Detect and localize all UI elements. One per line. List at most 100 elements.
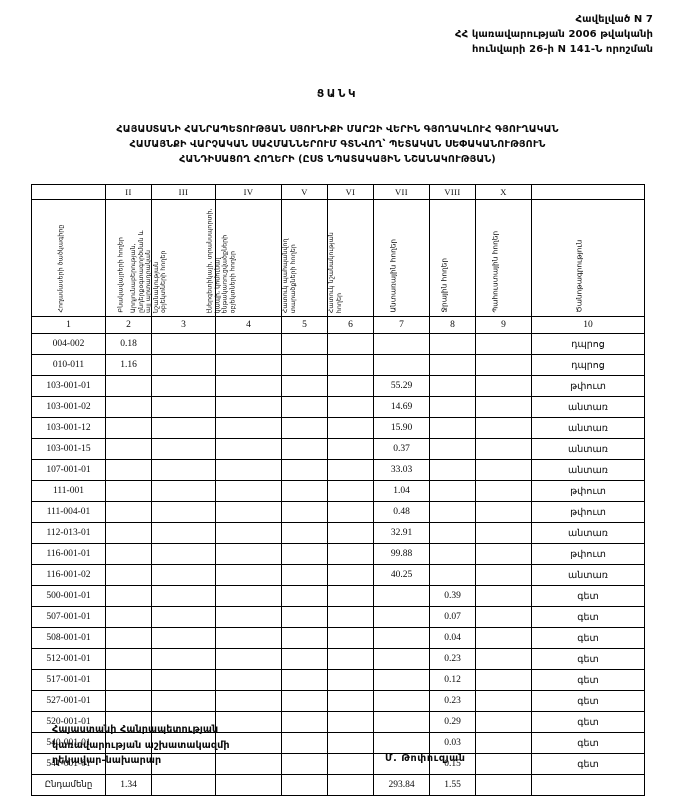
cell-industrial (151, 333, 216, 355)
table-header-row: Հողամասերի ծածկագիրը Բնակավայրերի հողեր … (31, 199, 645, 317)
cell-settlement: 1.16 (105, 354, 152, 376)
roman-cell-10 (531, 184, 645, 200)
cell-notes: թփուտ (531, 543, 645, 565)
cell-forest (373, 354, 430, 376)
roman-cell-8: VIII (429, 184, 476, 200)
cell-notes: դպրոց (531, 354, 645, 376)
cell-forest (373, 690, 430, 712)
cell-industrial (151, 774, 216, 796)
cell-forest: 14.69 (373, 396, 430, 418)
cell-reserve (475, 627, 532, 649)
table-row: 111-001 1.04 թփուտ (31, 480, 645, 502)
cell-special (327, 375, 374, 397)
cell-water: 0.07 (429, 606, 476, 628)
column-header-reserve-lands: Պահուստային հողեր (475, 199, 532, 317)
cell-forest: 40.25 (373, 564, 430, 586)
table-row: 500-001-01 0.39 գետ (31, 585, 645, 607)
cell-settlement: 0.18 (105, 333, 152, 355)
cell-reserve (475, 480, 532, 502)
cell-water: 0.04 (429, 627, 476, 649)
cell-special (327, 354, 374, 376)
cell-reserve (475, 333, 532, 355)
cell-settlement (105, 417, 152, 439)
table-row: 004-002 0.18 դպրոց (31, 333, 645, 355)
cell-notes: դպրոց (531, 333, 645, 355)
cell-protected (281, 606, 328, 628)
table-row: 527-001-01 0.23 գետ (31, 690, 645, 712)
cell-special (327, 480, 374, 502)
document-reference-line-2: ՀՀ կառավարության 2006 թվականի (455, 29, 653, 40)
cell-forest: 55.29 (373, 375, 430, 397)
column-header-notes-text: Ծանոթագրություն (574, 240, 584, 313)
table-row: 512-001-01 0.23 գետ (31, 648, 645, 670)
table-row: 103-001-02 14.69 անտառ (31, 396, 645, 418)
cell-protected (281, 480, 328, 502)
signatory-role-line-2: կառավարության աշխատակազմի (52, 739, 230, 751)
cell-code: 107-001-01 (31, 459, 106, 481)
column-header-settlement-lands-text: Բնակավայրերի հողեր (117, 237, 125, 313)
column-header-reserve-lands-text: Պահուստային հողեր (490, 231, 500, 313)
page-subtitle-line-3: ՀԱՆԴԻՍԱՑՈՂ ՀՈՂԵՐԻ (ԸՍՏ ՆՊԱՏԱԿԱՅԻՆ ՆՇԱՆԱԿ… (179, 154, 496, 165)
cell-notes: անտառ (531, 417, 645, 439)
roman-cell-2: II (105, 184, 152, 200)
cell-water: 1.55 (429, 774, 476, 796)
cell-forest (373, 585, 430, 607)
cell-infrastructure (215, 354, 282, 376)
cell-code: Ընդամենը (31, 774, 106, 796)
cell-code: 103-001-15 (31, 438, 106, 460)
cell-water (429, 480, 476, 502)
column-header-infrastructure-lands: էներգետիկայի, տրանսպորտի, կապի, կոմունալ… (207, 199, 282, 317)
cell-infrastructure (215, 417, 282, 439)
column-number-3: 3 (151, 316, 216, 334)
column-header-settlement-lands: Բնակավայրերի հողեր (105, 199, 152, 317)
table-row: 507-001-01 0.07 գետ (31, 606, 645, 628)
roman-cell-6: VI (327, 184, 374, 200)
signature-block: Հայաստանի Հանրապետության կառավարության ա… (52, 722, 652, 769)
cell-infrastructure (215, 522, 282, 544)
cell-reserve (475, 417, 532, 439)
signatory-role-line-1: Հայաստանի Հանրապետության (52, 724, 219, 735)
cell-forest: 0.37 (373, 438, 430, 460)
cell-industrial (151, 522, 216, 544)
cell-settlement (105, 606, 152, 628)
column-number-1: 1 (31, 316, 106, 334)
cell-code: 103-001-01 (31, 375, 106, 397)
cell-settlement: 1.34 (105, 774, 152, 796)
document-reference-block: Հավելված N 7 ՀՀ կառավարության 2006 թվակա… (455, 12, 653, 57)
cell-special (327, 774, 374, 796)
cell-industrial (151, 585, 216, 607)
cell-industrial (151, 648, 216, 670)
column-header-special-purpose-lands: Հատուկ նշանակության հողեր (327, 199, 374, 317)
roman-cell-5: V (281, 184, 328, 200)
signatory-role: Հայաստանի Հանրապետության կառավարության ա… (52, 722, 652, 769)
cell-settlement (105, 459, 152, 481)
land-registry-table-container: II III IV V VI VII VIII X Հողամասերի ծած… (31, 184, 645, 796)
column-header-industrial-lands: Արդյունաբերության, ընդերքօգտագործման և ա… (130, 199, 216, 317)
cell-industrial (151, 396, 216, 418)
page-title: ՑԱՆԿ (316, 88, 359, 100)
document-reference-line-3: հունվարի 26-ի N 141-Ն որոշման (472, 44, 653, 55)
cell-infrastructure (215, 501, 282, 523)
column-header-protected-lands-text: Հատուկ պահպանվող տարածքների հողեր (281, 238, 297, 313)
cell-notes: գետ (531, 690, 645, 712)
cell-notes: անտառ (531, 459, 645, 481)
cell-code: 116-001-01 (31, 543, 106, 565)
cell-water (429, 501, 476, 523)
column-header-forest-lands-text: Անտառային հողեր (388, 239, 398, 313)
column-header-water-lands-text: Ջրային հողեր (439, 258, 449, 313)
table-row: 541-001-01 0.15 գետ (31, 753, 645, 775)
cell-infrastructure (215, 333, 282, 355)
cell-code: 507-001-01 (31, 606, 106, 628)
table-row: 103-001-15 0.37 անտառ (31, 438, 645, 460)
document-reference-line-1: Հավելված N 7 (575, 14, 653, 25)
cell-code: 527-001-01 (31, 690, 106, 712)
roman-cell-9: X (475, 184, 532, 200)
cell-water: 0.23 (429, 690, 476, 712)
title-block: ՑԱՆԿ ՀԱՅԱՍՏԱՆԻ ՀԱՆՐԱՊԵՏՈՒԹՅԱՆ ՍՅՈՒՆԻՔԻ Մ… (0, 88, 675, 167)
cell-reserve (475, 690, 532, 712)
column-number-6: 6 (327, 316, 374, 334)
cell-notes: թփուտ (531, 480, 645, 502)
cell-reserve (475, 501, 532, 523)
cell-settlement (105, 375, 152, 397)
